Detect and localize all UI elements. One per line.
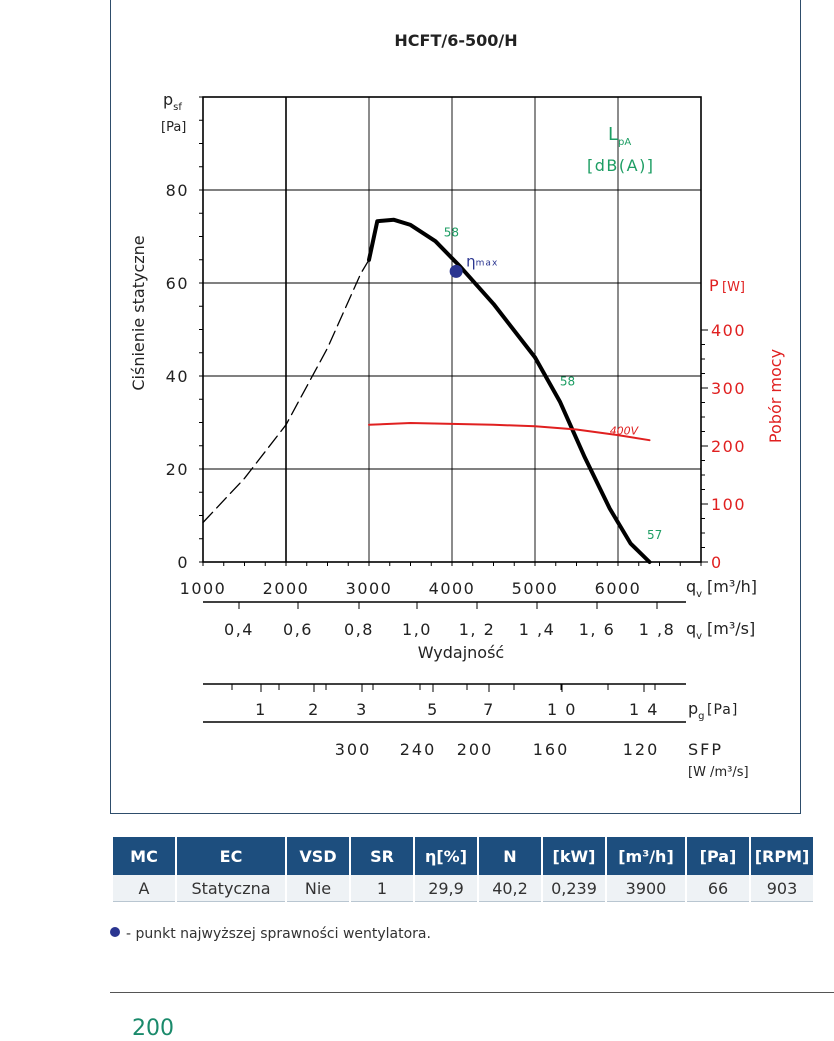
table-cell: 66 (687, 875, 749, 902)
table-header-cell: η[%] (415, 837, 477, 875)
x2-tick-label: 0,6 (283, 620, 313, 639)
series-pressure-line (367, 217, 652, 564)
spec-table: MC EC VSD SR η[%] N [kW] [m³/h] [Pa] [RPM] A Staty… (111, 837, 815, 902)
curve-layer (202, 217, 652, 564)
y-unit: [Pa] (161, 120, 186, 135)
sfp-tick-label: 200 (457, 740, 494, 759)
series-unstable-line (202, 259, 370, 524)
pg-tick-label: 2 (308, 700, 320, 719)
eta-max-label: ηmax (466, 252, 498, 270)
x2-tick-label: 0,8 (344, 620, 374, 639)
eta-dot-icon (110, 927, 120, 937)
noise-label: LpA (608, 124, 631, 148)
y2-axis-label: Pobór mocy (766, 349, 785, 443)
x2-tick-label: 0,4 (224, 620, 254, 639)
table-header-cell: EC (177, 837, 285, 875)
x2-tick-label: 1,0 (402, 620, 432, 639)
table-cell: 40,2 (479, 875, 541, 902)
x2-tick-label: 1 ,8 (639, 620, 676, 639)
sfp-tick-label: 240 (400, 740, 437, 759)
x-tick-label: 5000 (512, 579, 559, 598)
table-header-cell: MC (113, 837, 175, 875)
x2-unit: [m³/s] (707, 619, 755, 638)
table-cell: Nie (287, 875, 349, 902)
noise-point-label: 57 (647, 528, 662, 542)
spec-table-row: A Statyczna Nie 1 29,9 40,2 0,239 3900 66 903 (113, 875, 813, 902)
table-cell: 29,9 (415, 875, 477, 902)
sfp-tick-label: 300 (335, 740, 372, 759)
x2-tick-label: 1, 2 (459, 620, 496, 639)
x-unit-symbol: qv (686, 577, 702, 600)
y-tick-label: 20 (166, 460, 189, 479)
x2-tick-label: 1, 6 (579, 620, 616, 639)
sfp-unit: [W /m³/s] (688, 765, 749, 780)
x-tick-label: 6000 (595, 579, 642, 598)
y-tick-label: 80 (166, 181, 189, 200)
table-cell: 3900 (607, 875, 685, 902)
y2-tick-label: 400 (711, 321, 746, 340)
pg-tick-label: 1 (255, 700, 267, 719)
pg-unit: [Pa] (707, 702, 738, 718)
x2-tick-label: 1 ,4 (519, 620, 556, 639)
table-cell: 903 (751, 875, 813, 902)
noise-unit: [dB(A)] (587, 156, 655, 175)
table-header-cell: [RPM] (751, 837, 813, 875)
y-tick-label: 40 (166, 367, 189, 386)
table-header-cell: [Pa] (687, 837, 749, 875)
y2-tick-label: 0 (711, 553, 723, 572)
table-cell: 1 (351, 875, 413, 902)
pg-tick-label: 1 4 (629, 700, 659, 719)
eta-legend: - punkt najwyższej sprawności wentylator… (110, 926, 431, 942)
chart-frame: HCFT/6-500/H 0 20 40 60 80 0 100 200 300 400 1000 20… (110, 0, 801, 814)
pg-unit-symbol: pg (688, 699, 705, 722)
sfp-tick-label: 160 (533, 740, 570, 759)
y-unit-symbol: psf (163, 90, 182, 113)
eta-legend-text: - punkt najwyższej sprawności wentylator… (126, 926, 431, 942)
table-header-cell: N (479, 837, 541, 875)
pg-tick-label: 5 (427, 700, 439, 719)
table-cell: Statyczna (177, 875, 285, 902)
sfp-tick-label: 120 (623, 740, 660, 759)
y-axis-label: Ciśnienie statyczne (129, 235, 148, 390)
power-curve-label: 400V (610, 424, 640, 437)
y-tick-label: 60 (166, 274, 189, 293)
x-tick-label: 3000 (346, 579, 393, 598)
y-tick-label: 0 (177, 553, 189, 572)
y2-tick-label: 100 (711, 495, 746, 514)
x-tick-label: 4000 (429, 579, 476, 598)
table-header-cell: [kW] (543, 837, 605, 875)
footer-divider (110, 992, 834, 993)
x-axis-label: Wydajność (418, 643, 504, 662)
y2-tick-label: 200 (711, 437, 746, 456)
x-unit: [m³/h] (707, 577, 757, 596)
page-number: 200 (132, 1016, 174, 1041)
pg-tick-label: 7 (483, 700, 495, 719)
noise-point-label: 58 (444, 226, 459, 240)
eta-max-point (449, 264, 463, 278)
noise-point-label: 58 (560, 374, 575, 388)
x-tick-label: 2000 (263, 579, 310, 598)
pg-tick-label: 3 (356, 700, 368, 719)
y2-unit-symbol: P (709, 276, 719, 295)
sfp-label: SFP (688, 740, 723, 759)
table-header-cell: VSD (287, 837, 349, 875)
grid-layer (199, 96, 708, 723)
table-cell: 0,239 (543, 875, 605, 902)
x2-unit-symbol: qv (686, 619, 702, 642)
series-power-line (368, 422, 651, 442)
spec-table-header-row: MC EC VSD SR η[%] N [kW] [m³/h] [Pa] [RPM] (113, 837, 813, 875)
pg-tick-label: 1 0 (547, 700, 577, 719)
table-header-cell: SR (351, 837, 413, 875)
y2-tick-label: 300 (711, 379, 746, 398)
y2-unit: [W] (722, 280, 745, 295)
table-header-cell: [m³/h] (607, 837, 685, 875)
x-tick-label: 1000 (180, 579, 227, 598)
chart-title: HCFT/6-500/H (394, 31, 517, 50)
table-cell: A (113, 875, 175, 902)
